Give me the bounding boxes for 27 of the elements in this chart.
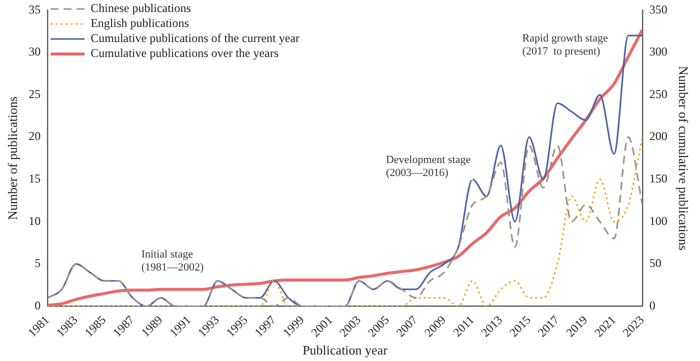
y2-tick-label: 100 <box>649 214 668 228</box>
y-axis-title: Number of publications <box>5 96 20 220</box>
y2-tick-label: 150 <box>649 172 668 186</box>
y2-tick-label: 250 <box>649 86 668 101</box>
y-tick-label: 25 <box>28 86 41 101</box>
y-tick-label: 0 <box>34 298 41 312</box>
y-tick-label: 30 <box>28 44 41 59</box>
y-tick-label: 10 <box>28 214 41 228</box>
annotation: Development stage (2003—2016) <box>386 154 471 179</box>
x-tick-label: 1999 <box>280 312 307 340</box>
legend-label: Chinese publications <box>90 1 192 16</box>
annotation: Initial stage (1981—2002) <box>141 248 204 274</box>
y2-tick-label: 0 <box>649 298 656 312</box>
y2-axis-title: Number of cumulative publications <box>676 66 691 250</box>
legend-label: English publications <box>90 16 190 30</box>
y2-tick-label: 50 <box>649 256 662 270</box>
y2-tick-label: 300 <box>649 44 668 59</box>
y-tick-label: 5 <box>34 256 41 270</box>
y2-tick-label: 350 <box>649 2 668 16</box>
y-tick-label: 35 <box>28 2 41 16</box>
legend-label: Cumulative publications over the years <box>90 46 279 60</box>
x-axis-title: Publication year <box>302 342 388 358</box>
y-tick-label: 15 <box>28 172 41 186</box>
annotation: Rapid growth stage (2017 to present) <box>522 32 608 58</box>
y-tick-label: 20 <box>28 129 41 144</box>
y2-tick-label: 200 <box>649 129 668 144</box>
legend-label: Cumulative publications of the current year <box>90 31 300 46</box>
